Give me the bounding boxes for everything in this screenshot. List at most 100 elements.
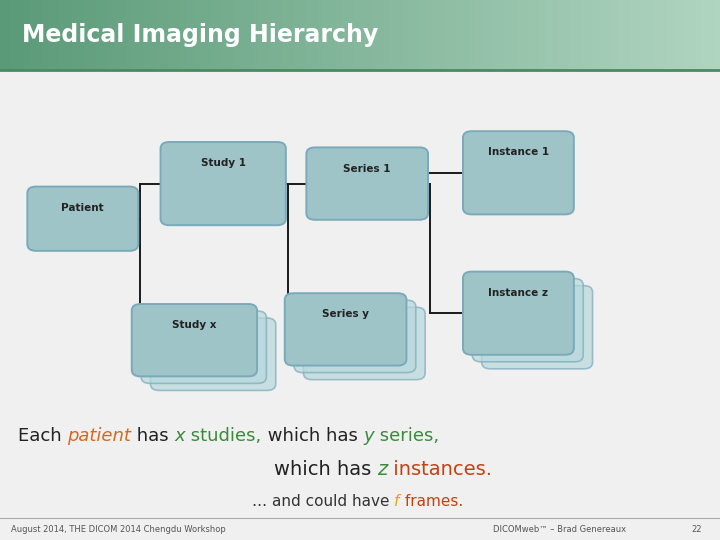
- Bar: [672, 0, 678, 70]
- Text: studies,: studies,: [185, 427, 261, 446]
- Bar: [474, 0, 480, 70]
- Text: z: z: [377, 460, 387, 480]
- Bar: [438, 0, 444, 70]
- Bar: [312, 0, 318, 70]
- Bar: [708, 0, 714, 70]
- Bar: [204, 0, 210, 70]
- Bar: [402, 0, 408, 70]
- Bar: [42, 0, 48, 70]
- FancyBboxPatch shape: [285, 293, 406, 366]
- Text: frames.: frames.: [400, 494, 463, 509]
- Text: Series 1: Series 1: [343, 164, 391, 174]
- Bar: [282, 0, 288, 70]
- Bar: [90, 0, 96, 70]
- Text: which has: which has: [261, 427, 363, 446]
- Text: 22: 22: [691, 525, 702, 534]
- FancyBboxPatch shape: [463, 131, 574, 214]
- Bar: [390, 0, 396, 70]
- Bar: [54, 0, 60, 70]
- Bar: [252, 0, 258, 70]
- Bar: [354, 0, 360, 70]
- Bar: [534, 0, 540, 70]
- Bar: [66, 0, 72, 70]
- Bar: [486, 0, 492, 70]
- Bar: [372, 0, 378, 70]
- Text: Each: Each: [18, 427, 68, 446]
- Text: f: f: [395, 494, 400, 509]
- FancyBboxPatch shape: [482, 286, 593, 369]
- Text: August 2014, THE DICOM 2014 Chengdu Workshop: August 2014, THE DICOM 2014 Chengdu Work…: [11, 525, 225, 534]
- Bar: [384, 0, 390, 70]
- Bar: [660, 0, 666, 70]
- Bar: [528, 0, 534, 70]
- FancyBboxPatch shape: [161, 142, 286, 225]
- Bar: [492, 0, 498, 70]
- FancyBboxPatch shape: [472, 279, 583, 362]
- Bar: [126, 0, 132, 70]
- Bar: [594, 0, 600, 70]
- Bar: [378, 0, 384, 70]
- Bar: [408, 0, 414, 70]
- Text: series,: series,: [374, 427, 439, 446]
- Bar: [582, 0, 588, 70]
- FancyBboxPatch shape: [150, 318, 276, 390]
- Bar: [18, 0, 24, 70]
- Bar: [606, 0, 612, 70]
- Bar: [300, 0, 306, 70]
- Bar: [540, 0, 546, 70]
- Bar: [324, 0, 330, 70]
- FancyBboxPatch shape: [304, 307, 425, 380]
- Bar: [30, 0, 36, 70]
- Bar: [396, 0, 402, 70]
- Text: Instance z: Instance z: [488, 288, 549, 298]
- Bar: [456, 0, 462, 70]
- Bar: [696, 0, 702, 70]
- Bar: [174, 0, 180, 70]
- Bar: [306, 0, 312, 70]
- Bar: [222, 0, 228, 70]
- Text: Study x: Study x: [172, 320, 217, 330]
- Bar: [240, 0, 246, 70]
- Bar: [276, 0, 282, 70]
- FancyBboxPatch shape: [463, 272, 574, 355]
- Bar: [564, 0, 570, 70]
- Bar: [6, 0, 12, 70]
- Bar: [414, 0, 420, 70]
- Text: DICOMweb™ – Brad Genereaux: DICOMweb™ – Brad Genereaux: [493, 525, 626, 534]
- Text: instances.: instances.: [387, 460, 492, 480]
- Bar: [228, 0, 234, 70]
- Bar: [342, 0, 348, 70]
- Bar: [264, 0, 270, 70]
- Bar: [480, 0, 486, 70]
- Bar: [552, 0, 558, 70]
- FancyBboxPatch shape: [27, 186, 138, 251]
- Bar: [450, 0, 456, 70]
- Bar: [318, 0, 324, 70]
- Bar: [426, 0, 432, 70]
- Bar: [666, 0, 672, 70]
- Text: Study 1: Study 1: [201, 158, 246, 168]
- Bar: [270, 0, 276, 70]
- Bar: [186, 0, 192, 70]
- Bar: [366, 0, 372, 70]
- Bar: [108, 0, 114, 70]
- Bar: [642, 0, 648, 70]
- Bar: [444, 0, 450, 70]
- Bar: [624, 0, 630, 70]
- Bar: [498, 0, 504, 70]
- Bar: [420, 0, 426, 70]
- Bar: [462, 0, 468, 70]
- Bar: [432, 0, 438, 70]
- Bar: [120, 0, 126, 70]
- Bar: [558, 0, 564, 70]
- Bar: [714, 0, 720, 70]
- Text: Patient: Patient: [61, 203, 104, 213]
- Bar: [702, 0, 708, 70]
- Bar: [636, 0, 642, 70]
- Bar: [330, 0, 336, 70]
- FancyBboxPatch shape: [294, 300, 416, 373]
- Bar: [180, 0, 186, 70]
- Bar: [0, 0, 6, 70]
- Bar: [60, 0, 66, 70]
- Bar: [210, 0, 216, 70]
